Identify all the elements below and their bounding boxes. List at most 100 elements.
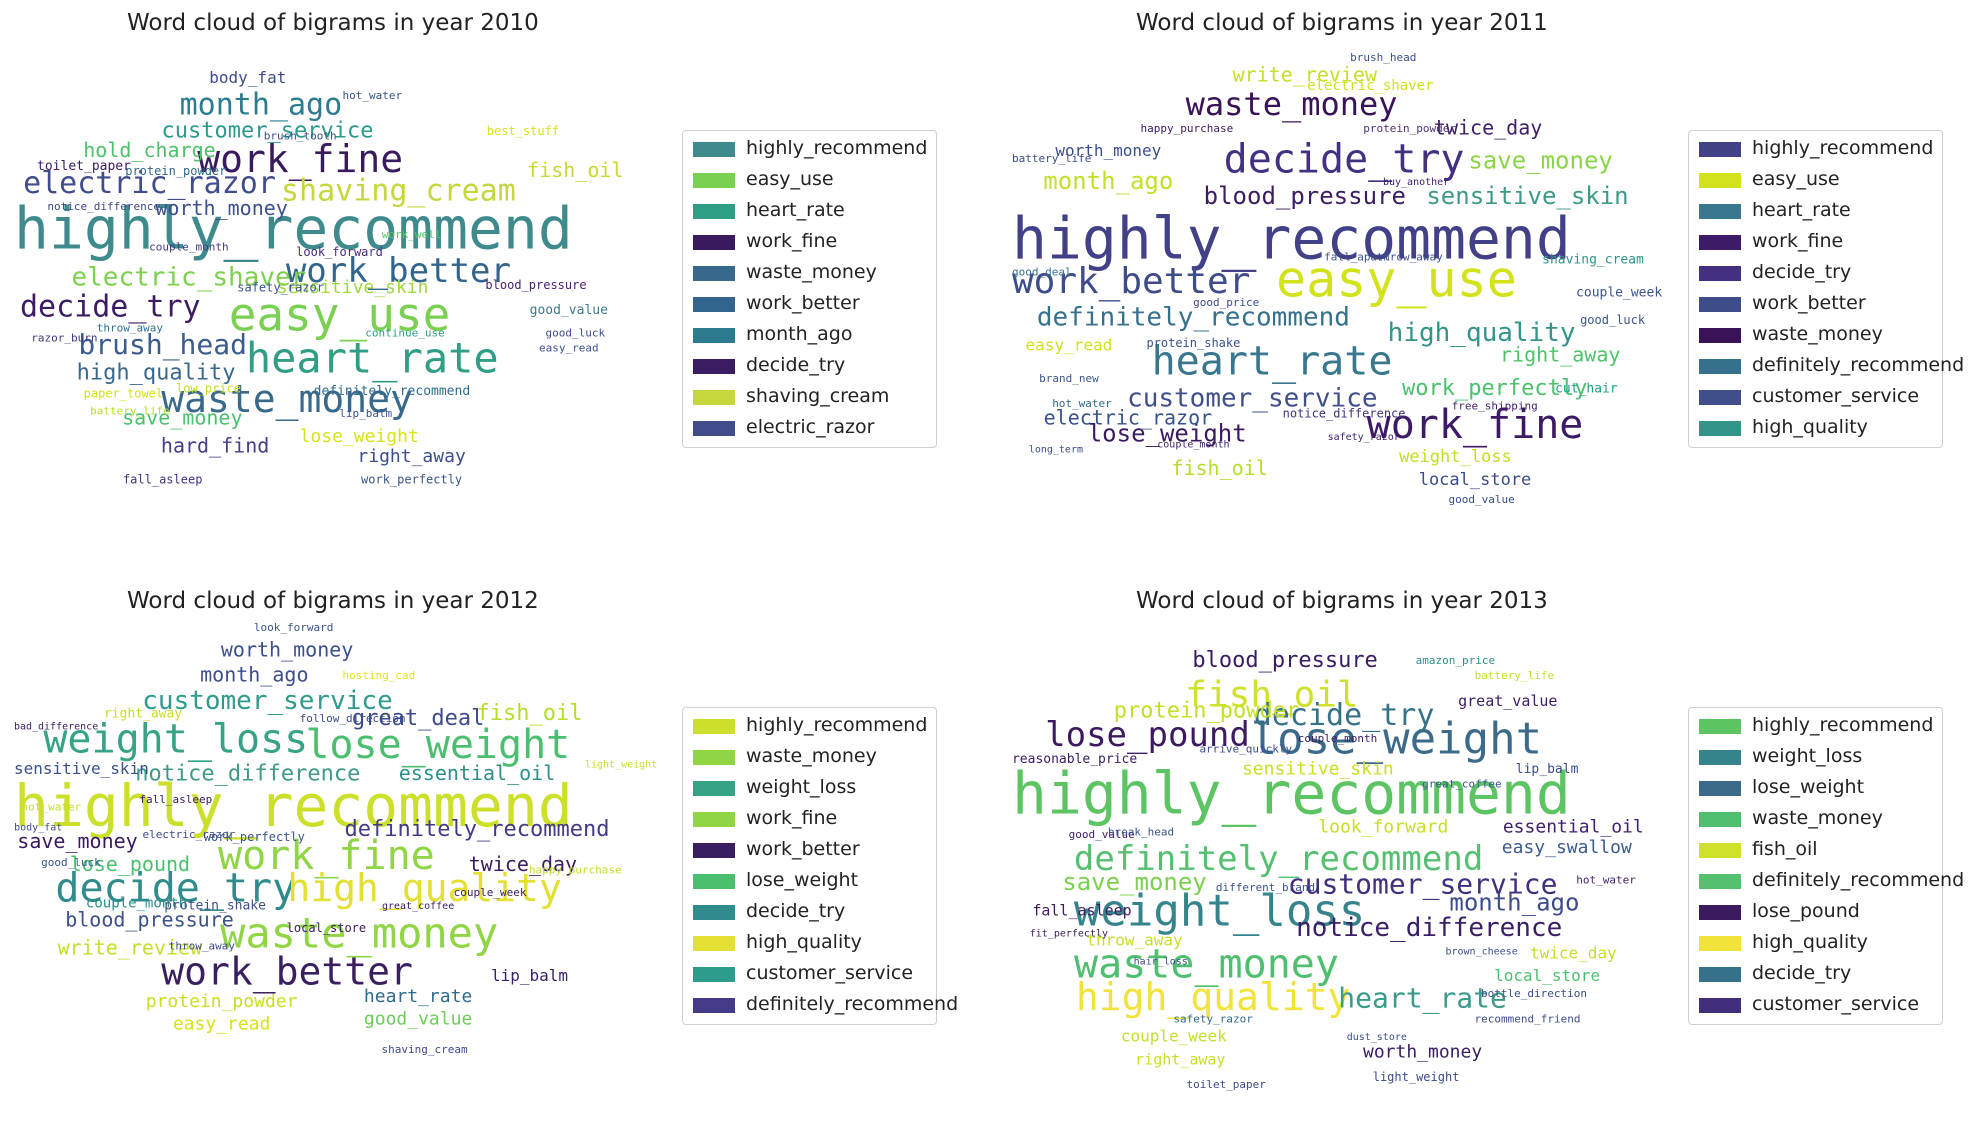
legend-label: high_quality [1752,416,1868,438]
legend-label: highly_recommend [746,714,928,736]
cloud-word: good_luck [545,326,605,339]
cloud-word: great_deal [352,706,484,731]
cloud-word: right_away [1500,343,1620,367]
legend-swatch [693,204,735,219]
legend-label: weight_loss [1752,745,1863,767]
cloud-word: month_ago [180,88,343,123]
cloud-word: throw_away [1086,931,1183,950]
cloud-word: throw_away [97,321,164,334]
legend-label: definitely_recommend [1752,354,1965,376]
cloud-word: look_forward [296,245,383,259]
cloud-word: fish_oil [1185,674,1358,715]
cloud-word: electric_shaver [1307,78,1433,94]
legend-swatch [1699,843,1741,858]
legend-label: high_quality [746,931,862,953]
cloud-word: long_term [1029,445,1083,456]
cloud-word: couple_week [1576,285,1662,300]
legend-item: decide_try [1689,959,1942,990]
cloud-word: protein_powder [1363,122,1456,135]
cloud-word: good_luck [41,856,101,869]
cloud-word: customer_service [142,686,392,716]
cloud-word: brown_cheese [1445,946,1517,957]
cloud-word: work_fine [218,833,435,879]
legend-label: decide_try [1752,962,1852,984]
legend-label: work_better [1752,292,1866,314]
legend-swatch [1699,173,1741,188]
cloud-word: work_perfectly [1402,376,1587,401]
cloud-word: lose_weight [300,426,419,447]
legend-swatch [1699,719,1741,734]
cloud-word: light_weight [585,759,657,770]
cloud-word: light_weight [1373,1070,1460,1084]
legend-swatch [1699,812,1741,827]
legend-label: decide_try [746,900,846,922]
cloud-word: couple_week [1121,1027,1227,1046]
cloud-word: good_price [1193,296,1259,309]
legend-swatch [693,750,735,765]
cloud-word: high_quality [1076,975,1351,1020]
cloud-word: throw_away [169,939,236,952]
legend-item: waste_money [683,258,936,289]
cloud-word: weight_loss [1074,885,1365,936]
cloud-word: hair_loss [1134,956,1188,967]
cloud-word: work_fine [197,137,403,182]
cloud-word: good_deal [1012,266,1072,279]
cloud-word: good_value [530,303,608,318]
cloud-word: heart_rate [246,334,499,383]
cloud-word: razor_burn [31,331,97,344]
cloud-word: hard_find [161,434,269,458]
legend-swatch [693,142,735,157]
legend-swatch [1699,266,1741,281]
legend-swatch [1699,905,1741,920]
legend-swatch [1699,235,1741,250]
cloud-word: waste_money [161,377,413,422]
cloud-word: different_brand [1216,881,1315,894]
legend-swatch [693,359,735,374]
cloud-word: couple_month [86,895,187,911]
legend-swatch [693,905,735,920]
cloud-word: write_review [58,935,203,959]
legend-label: highly_recommend [1752,714,1934,736]
cloud-word: notice_difference [135,762,360,787]
cloud-word: definitely_recommend [1037,303,1350,333]
cloud-word: look_forward [1318,817,1448,838]
legend-label: customer_service [746,962,914,984]
legend-swatch [693,812,735,827]
cloud-word: protein_powder [1114,698,1299,723]
cloud-word: electric_shaver [71,262,306,292]
cloud-word: local_store [287,921,366,935]
legend-swatch [1699,998,1741,1013]
legend-label: lose_weight [746,869,859,891]
cloud-word: waste_money [1186,85,1398,123]
legend-label: definitely_recommend [746,993,959,1015]
cloud-word: highly_recommend [1012,205,1571,273]
cloud-word: low_price [176,381,241,395]
legend-item: high_quality [1689,413,1942,444]
cloud-word: paper_towel [84,386,163,400]
cloud-word: electric_razor [143,828,236,841]
cloud-word: fish_oil [477,701,583,726]
cloud-word: twice_day [1434,115,1542,139]
legend-label: fish_oil [1752,838,1818,860]
cloud-word: work_fine [1367,402,1584,448]
cloud-word: battery_life [1475,669,1554,682]
cloud-word: bad_difference [14,722,98,733]
legend-item: high_quality [1689,928,1942,959]
cloud-word: essential_oil [1503,817,1644,838]
legend-swatch [1699,204,1741,219]
cloud-word: local_store [1494,966,1600,985]
legend-item: lose_weight [683,866,936,897]
legend-item: customer_service [1689,382,1942,413]
cloud-word: lip_balm [339,407,392,420]
cloud-word: sensitive_skin [1242,759,1394,780]
cloud-word: easy_use [229,288,451,342]
cloud-word: best_stuff [487,124,559,138]
cloud-word: heart_rate [364,986,472,1007]
legend-label: decide_try [1752,261,1852,283]
cloud-word: protein_powder [146,991,298,1012]
cloud-word: happy_purchase [529,864,622,877]
cloud-word: right_away [357,446,466,467]
legend-item: decide_try [683,351,936,382]
cloud-word: right_away [104,707,182,722]
cloud-word: highly_recommend [14,194,573,262]
